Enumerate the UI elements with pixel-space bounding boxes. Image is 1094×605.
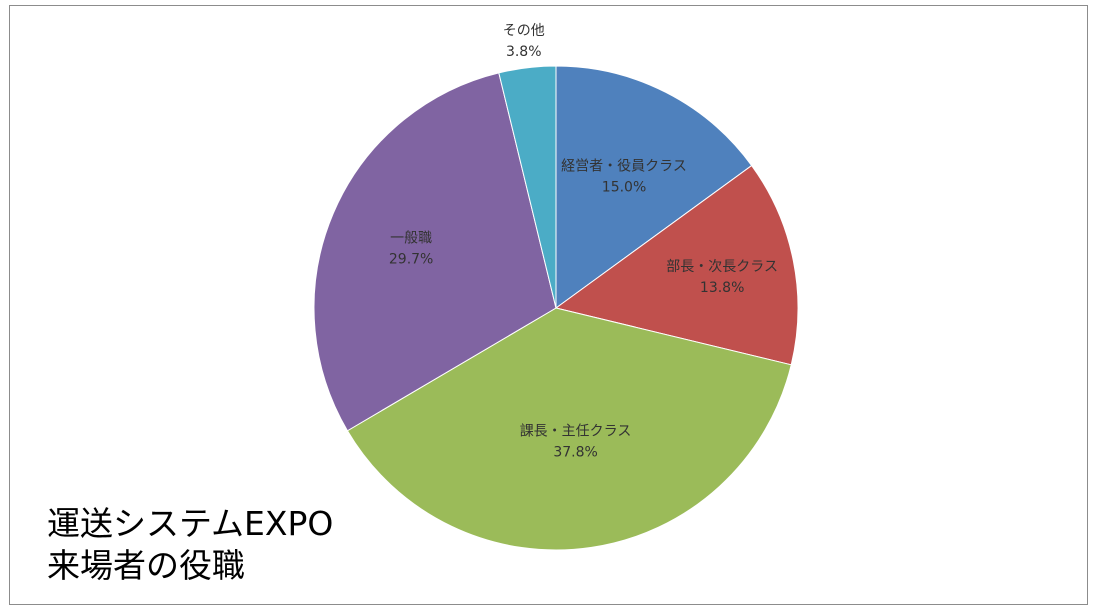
slice-value-label-3: 29.7%	[389, 252, 433, 268]
slice-category-label-1: 部長・次長クラス	[666, 259, 778, 275]
slice-category-label-4: その他	[503, 23, 545, 39]
slice-category-label-0: 経営者・役員クラス	[561, 158, 687, 174]
slice-value-label-4: 3.8%	[506, 44, 542, 60]
pie-slice-4	[498, 65, 557, 309]
chart-title: 運送システムEXPO 来場者の役職	[47, 503, 333, 587]
chart-title-line-1: 運送システムEXPO	[47, 504, 334, 543]
chart-title-line-2: 来場者の役職	[47, 546, 245, 585]
slice-category-label-2: 課長・主任クラス	[520, 424, 632, 440]
slice-value-label-0: 15.0%	[602, 179, 646, 195]
pie-slice-1	[554, 164, 799, 366]
pie-data-labels: 経営者・役員クラス 15.0% 部長・次長クラス 13.8% 課長・主任クラス 37.8%…	[389, 23, 778, 461]
slice-category-label-3: 一般職	[390, 231, 432, 247]
slice-value-label-2: 37.8%	[553, 445, 597, 461]
pie-slices	[313, 65, 799, 551]
pie-slice-2	[346, 307, 792, 551]
slice-value-label-1: 13.8%	[700, 280, 744, 296]
pie-slice-3	[313, 72, 557, 432]
pie-slice-0	[555, 65, 753, 309]
